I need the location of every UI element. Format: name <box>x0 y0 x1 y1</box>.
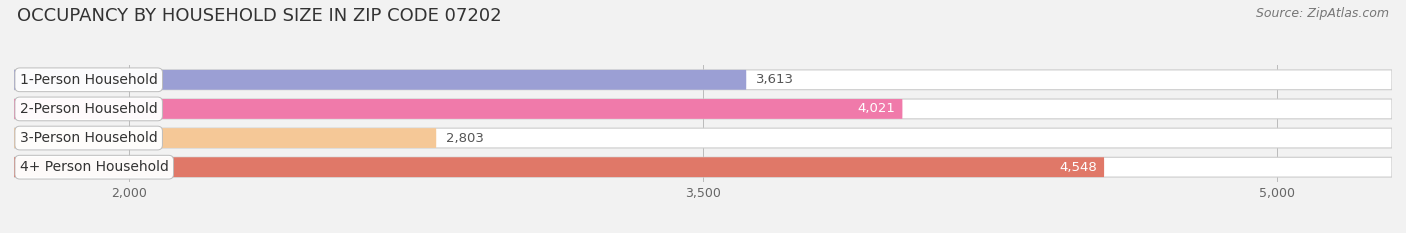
FancyBboxPatch shape <box>14 128 436 148</box>
FancyBboxPatch shape <box>14 157 1392 177</box>
FancyBboxPatch shape <box>14 99 1392 119</box>
FancyBboxPatch shape <box>14 128 1392 148</box>
Text: 4+ Person Household: 4+ Person Household <box>20 160 169 174</box>
Text: 3-Person Household: 3-Person Household <box>20 131 157 145</box>
Text: OCCUPANCY BY HOUSEHOLD SIZE IN ZIP CODE 07202: OCCUPANCY BY HOUSEHOLD SIZE IN ZIP CODE … <box>17 7 502 25</box>
Text: 3,613: 3,613 <box>756 73 794 86</box>
Text: 4,021: 4,021 <box>858 103 896 115</box>
Text: Source: ZipAtlas.com: Source: ZipAtlas.com <box>1256 7 1389 20</box>
FancyBboxPatch shape <box>14 99 903 119</box>
Text: 2-Person Household: 2-Person Household <box>20 102 157 116</box>
Text: 4,548: 4,548 <box>1060 161 1097 174</box>
FancyBboxPatch shape <box>14 157 1104 177</box>
Text: 2,803: 2,803 <box>446 132 484 144</box>
FancyBboxPatch shape <box>14 70 1392 90</box>
Text: 1-Person Household: 1-Person Household <box>20 73 157 87</box>
FancyBboxPatch shape <box>14 70 747 90</box>
